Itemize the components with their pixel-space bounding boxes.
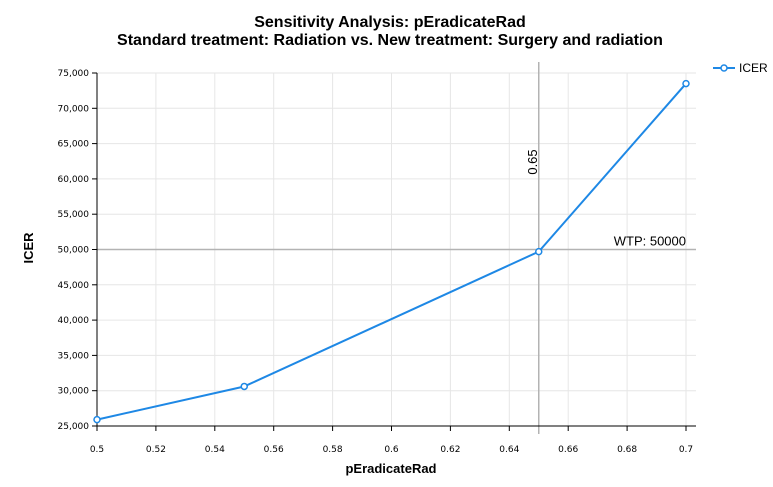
x-tick-label: 0.52	[146, 445, 166, 455]
x-tick-label: 0.5	[90, 445, 104, 455]
x-tick-label: 0.6	[384, 445, 399, 455]
x-tick-label: 0.62	[440, 445, 460, 455]
y-tick-label: 55,000	[58, 210, 90, 220]
x-tick-label: 0.68	[617, 445, 637, 455]
data-point	[682, 79, 690, 88]
y-tick-label: 50,000	[58, 246, 90, 256]
legend-marker-icer	[720, 64, 728, 72]
chart-subtitle: Standard treatment: Radiation vs. New tr…	[117, 32, 663, 49]
y-tick-label: 35,000	[58, 351, 90, 361]
series-line-icer	[96, 82, 687, 421]
x-tick-label: 0.58	[323, 445, 343, 455]
y-tick-label: 65,000	[58, 140, 90, 150]
x-tick-label: 0.64	[499, 445, 519, 455]
legend-label-icer: ICER	[739, 61, 768, 75]
x-tick-label: 0.56	[264, 445, 284, 455]
y-tick-label: 75,000	[58, 69, 90, 79]
legend[interactable]: ICER	[713, 61, 768, 75]
threshold-label: 0.65	[525, 149, 540, 174]
x-axis-label: pEradicateRad	[345, 461, 436, 476]
x-tick-label: 0.7	[679, 445, 693, 455]
y-axis-label: ICER	[21, 232, 36, 264]
x-axis-ticks: 0.5 0.52 0.54 0.56 0.58 0.6 0.62 0.64 0.66 0.68 0.…	[90, 426, 693, 455]
y-tick-label: 25,000	[58, 422, 90, 432]
y-axis-ticks: 25,000 30,000 35,000 40,000 45,000 50,000 55,0…	[58, 69, 97, 432]
y-tick-label: 70,000	[58, 104, 90, 114]
reference-lines	[97, 62, 696, 434]
data-point	[240, 382, 248, 391]
x-tick-label: 0.54	[205, 445, 225, 455]
y-tick-label: 40,000	[58, 316, 90, 326]
y-tick-label: 30,000	[58, 387, 90, 397]
y-tick-label: 60,000	[58, 175, 90, 185]
y-tick-label: 45,000	[58, 281, 90, 291]
series-group	[93, 79, 690, 424]
data-point	[535, 247, 543, 256]
wtp-label: WTP: 50000	[614, 234, 686, 249]
x-tick-label: 0.66	[558, 445, 578, 455]
chart-title: Sensitivity Analysis: pEradicateRad	[254, 14, 526, 31]
data-point	[93, 415, 101, 424]
